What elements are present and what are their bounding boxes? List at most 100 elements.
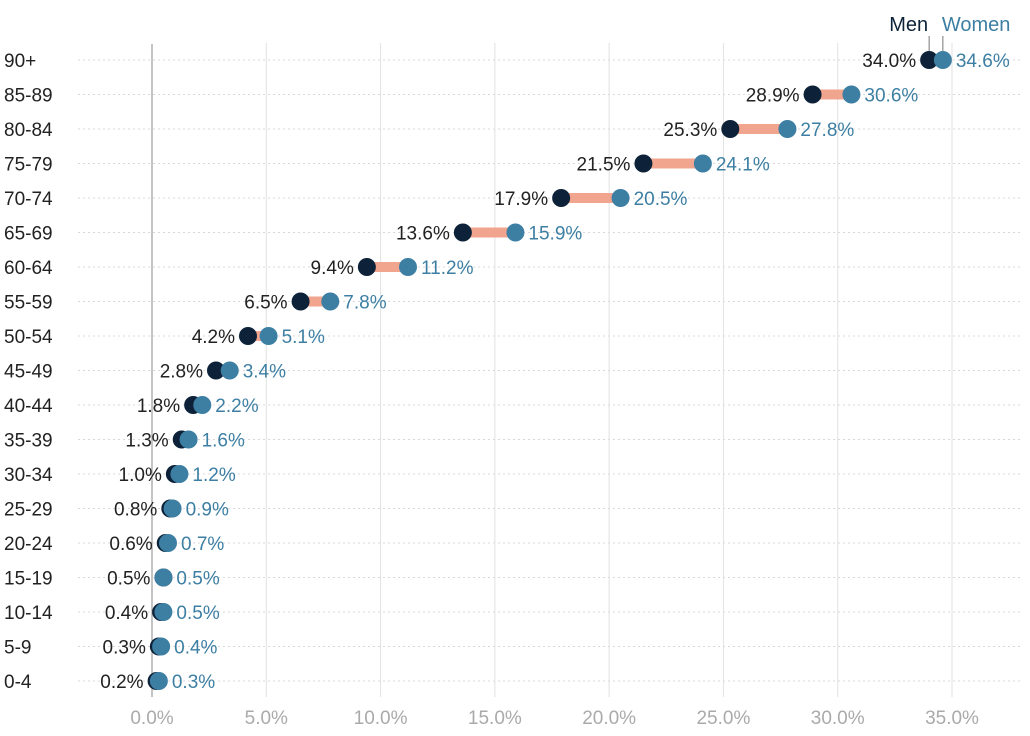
men-value-label: 25.3% [663,120,717,141]
men-value-label: 21.5% [577,155,631,176]
men-point [207,361,225,380]
women-point [611,189,630,207]
women-point [321,292,340,311]
x-tick-label: 30.0% [811,708,865,729]
women-value-label: 3.4% [243,362,286,383]
category-label: 30-34 [4,465,53,486]
grid-layer [78,43,1022,697]
men-point [920,51,939,69]
women-point [399,258,417,276]
category-label: 55-59 [4,293,53,314]
women-value-label: 2.2% [215,396,258,417]
category-label: 10-14 [4,603,53,624]
category-label: 15-19 [4,569,53,590]
x-tick-label: 35.0% [925,708,979,729]
women-value-label: 0.9% [186,500,229,521]
men-point [634,154,653,173]
x-tick-label: 10.0% [354,708,408,729]
women-point [220,361,239,380]
men-value-label: 13.6% [396,224,450,245]
women-value-label: 34.6% [956,51,1010,72]
category-label: 65-69 [4,224,53,245]
men-point [552,189,571,207]
category-label: 60-64 [4,258,53,279]
category-label: 85-89 [4,86,53,107]
women-point [259,327,278,345]
x-tick-label: 20.0% [582,708,636,729]
women-value-label: 30.6% [864,86,918,107]
category-label: 5-9 [4,638,31,659]
men-value-label: 9.4% [311,258,354,279]
men-value-label: 0.8% [114,500,157,521]
women-point [159,534,177,552]
category-label: 0-4 [4,672,32,693]
category-label: 35-39 [4,431,53,452]
men-value-label: 6.5% [244,293,287,314]
men-point [453,223,472,242]
women-value-label: 0.4% [174,638,217,659]
x-tick-label: 15.0% [468,708,522,729]
women-value-label: 11.2% [421,258,474,279]
women-value-label: 15.9% [528,224,582,245]
category-label: 40-44 [4,396,53,417]
category-label: 80-84 [4,120,53,141]
x-tick-label: 0.0% [130,708,173,729]
men-value-label: 4.2% [192,327,235,348]
men-value-label: 1.3% [125,431,168,452]
women-point [170,465,189,483]
legend: Men Women [889,14,1010,51]
women-point [933,51,952,69]
women-value-label: 24.1% [716,155,770,176]
women-value-label: 0.5% [176,569,219,590]
men-value-label: 28.9% [746,86,800,107]
women-point [778,120,797,138]
men-value-label: 17.9% [494,189,548,210]
women-value-label: 7.8% [343,293,386,314]
women-point [154,603,173,621]
legend-women-label: Women [942,14,1011,36]
category-label: 20-24 [4,534,53,555]
men-value-label: 0.4% [105,603,148,624]
men-point [721,120,740,138]
men-value-label: 0.3% [103,638,146,659]
category-label: 45-49 [4,362,53,383]
women-value-label: 5.1% [282,327,325,348]
men-point [803,85,822,104]
men-value-label: 34.0% [862,51,916,72]
legend-men-label: Men [889,14,928,36]
women-point [149,672,168,690]
x-axis-ticks: 0.0% 5.0% 10.0% 15.0% 20.0% 25.0% 30.0% 35.0% [130,708,979,729]
x-tick-label: 5.0% [245,708,288,729]
men-value-label: 0.5% [107,569,150,590]
women-point [842,85,861,104]
women-value-label: 0.3% [172,672,215,693]
women-value-label: 0.5% [176,603,219,624]
men-value-label: 1.8% [137,396,180,417]
category-label: 90+ [4,51,36,72]
category-label: 25-29 [4,500,53,521]
men-value-label: 0.2% [100,672,143,693]
rows-layer: 90+ 34.0% 34.6% 85-89 28.9% 30.6% 80-84 25.3% 27… [4,51,1010,693]
women-point [193,396,212,414]
women-value-label: 1.2% [192,465,235,486]
women-point [506,223,525,242]
women-point [152,637,171,656]
women-value-label: 20.5% [634,189,688,210]
women-point [163,499,182,518]
women-point [693,154,712,173]
x-tick-label: 25.0% [696,708,750,729]
category-label: 75-79 [4,155,53,176]
women-value-label: 0.7% [181,534,224,555]
men-point [357,258,376,276]
category-label: 70-74 [4,189,53,210]
men-value-label: 1.0% [119,465,162,486]
men-value-label: 0.6% [109,534,152,555]
category-label: 50-54 [4,327,53,348]
women-point [179,430,198,449]
women-value-label: 1.6% [202,431,245,452]
men-point [239,327,257,345]
men-point [291,292,310,311]
men-value-label: 2.8% [160,362,203,383]
women-point [154,568,173,587]
